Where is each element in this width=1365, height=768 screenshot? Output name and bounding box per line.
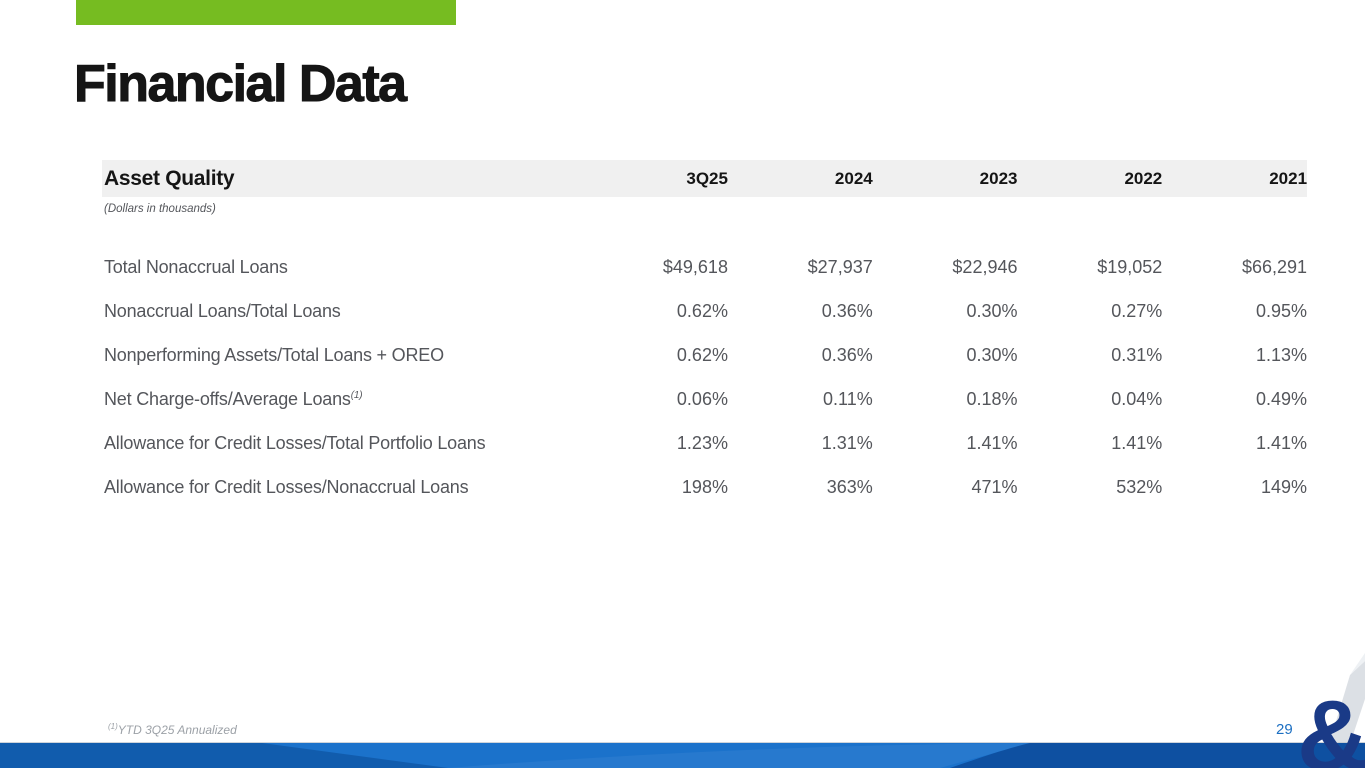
- row-label: Allowance for Credit Losses/Total Portfo…: [102, 433, 583, 454]
- table-row: Net Charge-offs/Average Loans(1) 0.06% 0…: [102, 377, 1307, 421]
- cell-value: 1.41%: [1111, 432, 1163, 453]
- cell-value: 1.41%: [1255, 432, 1308, 453]
- table-row: Allowance for Credit Losses/Nonaccrual L…: [102, 465, 1307, 509]
- cell-value: $66,291: [1241, 256, 1308, 277]
- cell-value: 0.95%: [1255, 300, 1308, 321]
- column-header-2023: 2023: [979, 168, 1018, 188]
- cell-value: 1.23%: [676, 432, 728, 453]
- column-header-2024: 2024: [834, 168, 873, 188]
- table-title: Asset Quality: [104, 166, 235, 190]
- column-header-3q25: 3Q25: [686, 168, 728, 188]
- cell-value: 0.62%: [676, 300, 728, 321]
- cell-value: 0.30%: [966, 344, 1018, 365]
- cell-value: 1.31%: [821, 432, 873, 453]
- row-label: Net Charge-offs/Average Loans(1): [102, 389, 583, 410]
- cell-value: 198%: [681, 476, 728, 497]
- table-row: Total Nonaccrual Loans $49,618 $27,937 $…: [102, 245, 1307, 289]
- cell-value: $22,946: [952, 256, 1018, 277]
- cell-value: 0.18%: [966, 388, 1018, 409]
- table-body: Total Nonaccrual Loans $49,618 $27,937 $…: [102, 245, 1307, 509]
- footnote-text: YTD 3Q25 Annualized: [117, 723, 237, 737]
- row-label: Total Nonaccrual Loans: [102, 257, 583, 278]
- corner-swoosh-shape: [1322, 661, 1365, 768]
- cell-value: 1.13%: [1255, 344, 1308, 365]
- cell-value: 1.41%: [966, 432, 1018, 453]
- corner-swoosh-shape-light: [1350, 653, 1365, 675]
- table-row: Allowance for Credit Losses/Total Portfo…: [102, 421, 1307, 465]
- footer-bar-right-dark: [950, 743, 1365, 768]
- cell-value: 0.36%: [821, 344, 873, 365]
- cell-value: 532%: [1116, 476, 1163, 497]
- cell-value: 0.62%: [676, 344, 728, 365]
- cell-value: 471%: [971, 476, 1018, 497]
- column-header-2022: 2022: [1124, 168, 1163, 188]
- cell-value: 0.30%: [966, 300, 1018, 321]
- footnote-superscript: (1): [108, 722, 118, 731]
- row-label-text: Nonperforming Assets/Total Loans + OREO: [104, 344, 444, 365]
- ampersand-logo: &: [1297, 680, 1365, 768]
- page-title: Financial Data: [74, 55, 408, 114]
- footer-bar-left-dark: [0, 743, 448, 768]
- row-label: Nonperforming Assets/Total Loans + OREO: [102, 345, 583, 366]
- table-subtitle: (Dollars in thousands): [104, 203, 216, 215]
- row-label: Allowance for Credit Losses/Nonaccrual L…: [102, 477, 583, 498]
- table-row: Nonperforming Assets/Total Loans + OREO …: [102, 333, 1307, 377]
- footer-bar-highlight: [448, 743, 1030, 768]
- row-label-text: Allowance for Credit Losses/Nonaccrual L…: [104, 476, 469, 497]
- footnote: (1)YTD 3Q25 Annualized: [108, 722, 237, 737]
- table-row: Nonaccrual Loans/Total Loans 0.62% 0.36%…: [102, 289, 1307, 333]
- table-header-row: Asset Quality 3Q25 2024 2023 2022 2021: [102, 160, 1307, 197]
- page-number: 29: [1276, 721, 1293, 738]
- green-accent-bar: [76, 0, 456, 25]
- asset-quality-table: Asset Quality 3Q25 2024 2023 2022 2021 (…: [102, 160, 1307, 509]
- cell-value: 0.49%: [1255, 388, 1308, 409]
- column-header-2021: 2021: [1269, 168, 1308, 188]
- row-label: Nonaccrual Loans/Total Loans: [102, 301, 583, 322]
- row-label-text: Net Charge-offs/Average Loans: [104, 388, 351, 409]
- cell-value: 0.31%: [1111, 344, 1163, 365]
- row-label-superscript: (1): [350, 389, 363, 401]
- row-label-text: Nonaccrual Loans/Total Loans: [104, 300, 341, 321]
- cell-value: 0.11%: [823, 388, 873, 409]
- cell-value: 149%: [1260, 476, 1308, 497]
- cell-value: 0.27%: [1111, 300, 1163, 321]
- cell-value: 363%: [826, 476, 873, 497]
- row-label-text: Allowance for Credit Losses/Total Portfo…: [104, 432, 486, 453]
- cell-value: $49,618: [662, 256, 728, 277]
- cell-value: 0.06%: [676, 388, 728, 409]
- cell-value: 0.36%: [821, 300, 873, 321]
- cell-value: 0.04%: [1111, 388, 1163, 409]
- cell-value: $27,937: [807, 256, 873, 277]
- bottom-decoration: &: [0, 653, 1365, 768]
- cell-value: $19,052: [1097, 256, 1163, 277]
- row-label-text: Total Nonaccrual Loans: [104, 256, 288, 277]
